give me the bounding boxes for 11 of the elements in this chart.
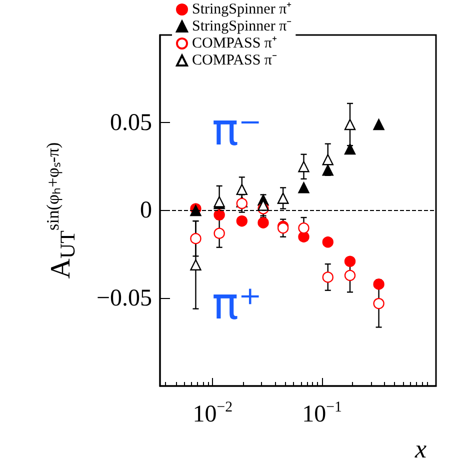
y-axis-title: AUTsin(φₕ+φₛ-π): [43, 142, 80, 279]
annotation: π⁻: [212, 104, 262, 156]
y-tick-label: 0: [140, 198, 152, 224]
legend-label: StringSpinner π⁻: [192, 18, 292, 34]
x-axis-title: x: [414, 434, 427, 464]
annotation: π⁺: [212, 278, 262, 330]
y-tick-label: −0.05: [96, 285, 152, 312]
legend-label: StringSpinner π⁺: [192, 2, 292, 18]
legend-label: COMPASS π⁺: [192, 36, 277, 52]
y-tick-label: 0.05: [110, 110, 152, 136]
legend-label: COMPASS π⁻: [192, 52, 277, 68]
